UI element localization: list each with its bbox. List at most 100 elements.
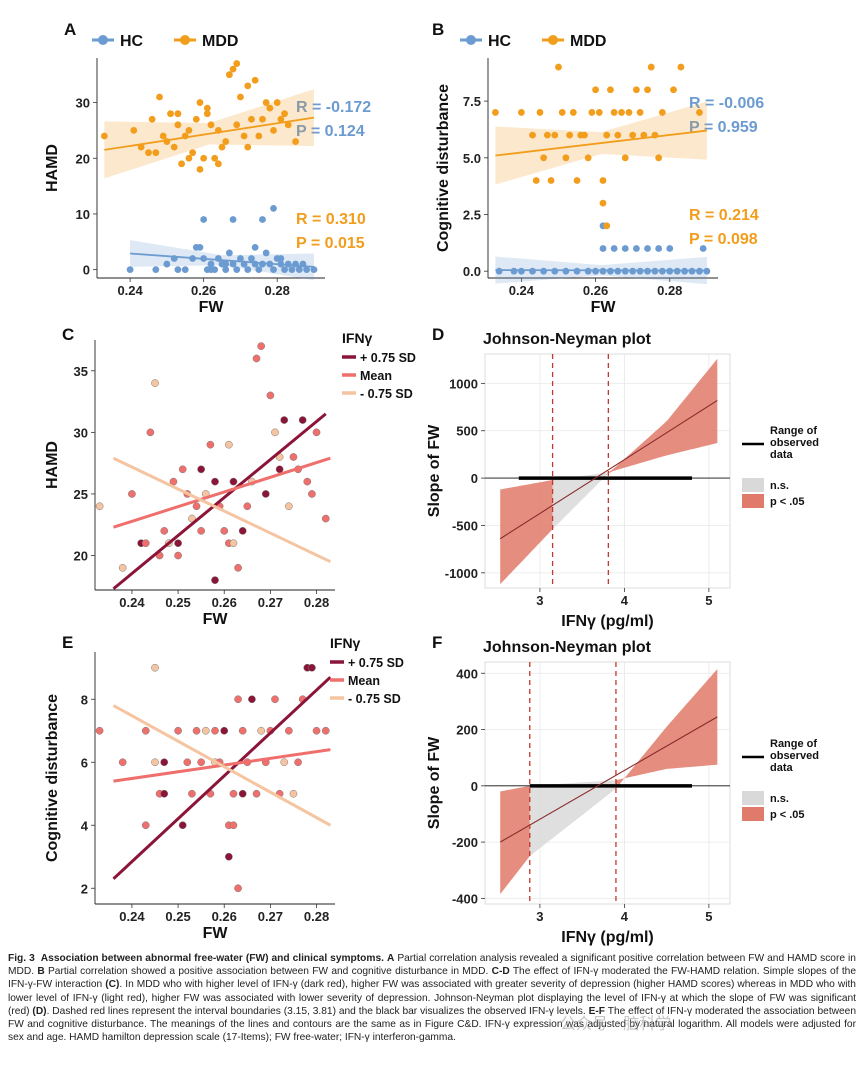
data-point-mdd [543,131,551,139]
slope-line [499,716,718,843]
data-point-high [174,539,182,548]
data-point-mdd [281,110,288,118]
data-point-mdd [203,110,211,118]
data-point-mdd [185,127,193,134]
y-tick-label: 2.5 [463,207,481,222]
legend-label-range: Range of [770,738,817,750]
data-point-mdd [233,60,241,67]
data-point-hc [222,266,230,274]
legend-label-hc: HC [120,33,144,50]
data-point-hc [666,245,674,252]
simple-slope-high [112,676,332,880]
data-point-mdd [610,109,618,116]
data-point-mdd [566,131,574,139]
data-point-mdd [595,109,603,116]
data-point-mean [178,465,187,474]
data-point-hc [126,266,134,274]
x-tick-label: 0.26 [583,283,608,298]
legend-dot-mdd [180,35,190,45]
data-point-hc [262,249,270,257]
data-point-mdd [266,104,274,112]
data-point-mean [197,758,206,767]
x-tick-label: 0.27 [258,595,283,610]
x-tick-label: 0.26 [212,595,237,610]
data-point-hc [200,216,208,223]
data-point-mdd [629,131,637,139]
data-point-high [308,663,316,672]
x-axis-label: FW [203,925,229,942]
panel-e-chart: E 0.24 0.25 0.26 0.27 0.28 2 4 6 8 FW Cognitive dis… [44,633,404,942]
data-point-mean [294,758,302,767]
data-point-mdd [218,143,226,151]
panel-d-chart: D Johnson-Neyman plot 3 4 5 -1000 -500 0 500 1000… [426,325,819,630]
data-point-mean [252,789,261,798]
stat-r-mdd: R = 0.214 [689,207,759,224]
caption-d-ref: (D) [32,1005,47,1017]
x-tick-label: 0.24 [119,595,145,610]
y-tick-label: 6 [81,755,88,770]
y-tick-label: 4 [81,818,89,833]
data-point-mdd [562,154,570,162]
data-point-mdd [148,115,156,123]
data-point-high [261,490,270,498]
data-point-mdd [640,131,648,139]
data-point-mdd [225,71,233,79]
data-point-hc [295,266,303,274]
panel-letter: F [432,633,442,652]
data-point-mdd [251,76,259,84]
x-tick-label: 0.28 [304,595,329,610]
legend-swatch-ns [742,791,764,805]
caption-title: Association between abnormal free-water … [40,953,384,964]
legend-label-range: observed [770,750,819,762]
x-tick-label: 0.24 [117,283,143,298]
data-point-hc [259,216,266,223]
caption-cd-label: C-D [491,966,510,978]
data-point-mdd [237,93,244,101]
data-point-low [257,726,266,735]
data-point-hc [233,266,241,274]
data-point-hc [303,266,311,274]
y-tick-label: 200 [456,723,478,738]
data-point-hc [510,267,518,275]
data-point-mdd [492,109,499,116]
data-point-mdd [262,99,270,106]
data-point-mdd [647,63,655,71]
data-point-mdd [211,154,219,162]
x-tick-label: 3 [536,593,543,608]
y-tick-label: -200 [452,835,478,850]
data-point-mean [257,342,266,351]
data-point-low [188,514,196,523]
data-point-mean [160,527,169,535]
legend-label-mdd: MDD [202,33,238,50]
data-point-hc [248,255,255,262]
data-point-mean [197,527,206,535]
data-point-mean [141,726,150,735]
data-point-mean [95,726,104,735]
data-point-mdd [185,154,193,162]
data-point-mean [183,758,192,767]
data-point-hc [244,266,252,274]
legend-label-mdd: MDD [570,33,606,50]
data-point-mean [234,884,242,893]
data-point-mdd [174,110,182,118]
data-point-low [151,758,159,767]
data-point-mdd [655,154,663,162]
data-point-mean [229,789,238,798]
data-point-low [151,663,159,672]
data-point-mean [266,391,275,400]
data-point-hc [610,245,618,252]
data-point-hc [517,267,525,275]
significant-band-left [500,785,530,895]
caption-b-label: B [37,966,45,978]
data-point-mdd [632,86,640,94]
fit-line-mdd [495,129,707,157]
data-point-hc [644,245,651,252]
data-point-low [201,726,210,735]
data-point-mdd [170,143,178,151]
data-point-hc [310,266,318,274]
data-point-mdd [621,154,629,162]
data-point-mean [303,477,312,486]
legend-label-range: observed [770,437,819,449]
data-point-mean [211,726,219,735]
x-tick-label: 0.24 [509,283,535,298]
